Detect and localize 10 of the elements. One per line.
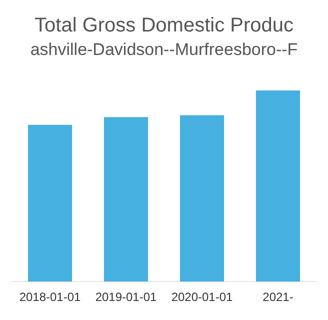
chart-title: Total Gross Domestic Produc — [34, 14, 294, 37]
x-tick-label: 2019-01-01 — [95, 290, 158, 304]
bar — [28, 124, 72, 282]
bar — [104, 117, 148, 282]
x-tick-label: 2020-01-01 — [171, 290, 234, 304]
x-tick-label: 2021- — [262, 290, 294, 304]
x-tick-label: 2018-01-01 — [19, 290, 82, 304]
bar — [180, 115, 224, 282]
bar — [256, 90, 300, 282]
chart-subtitle: ashville-Davidson--Murfreesboro--F — [30, 40, 298, 59]
